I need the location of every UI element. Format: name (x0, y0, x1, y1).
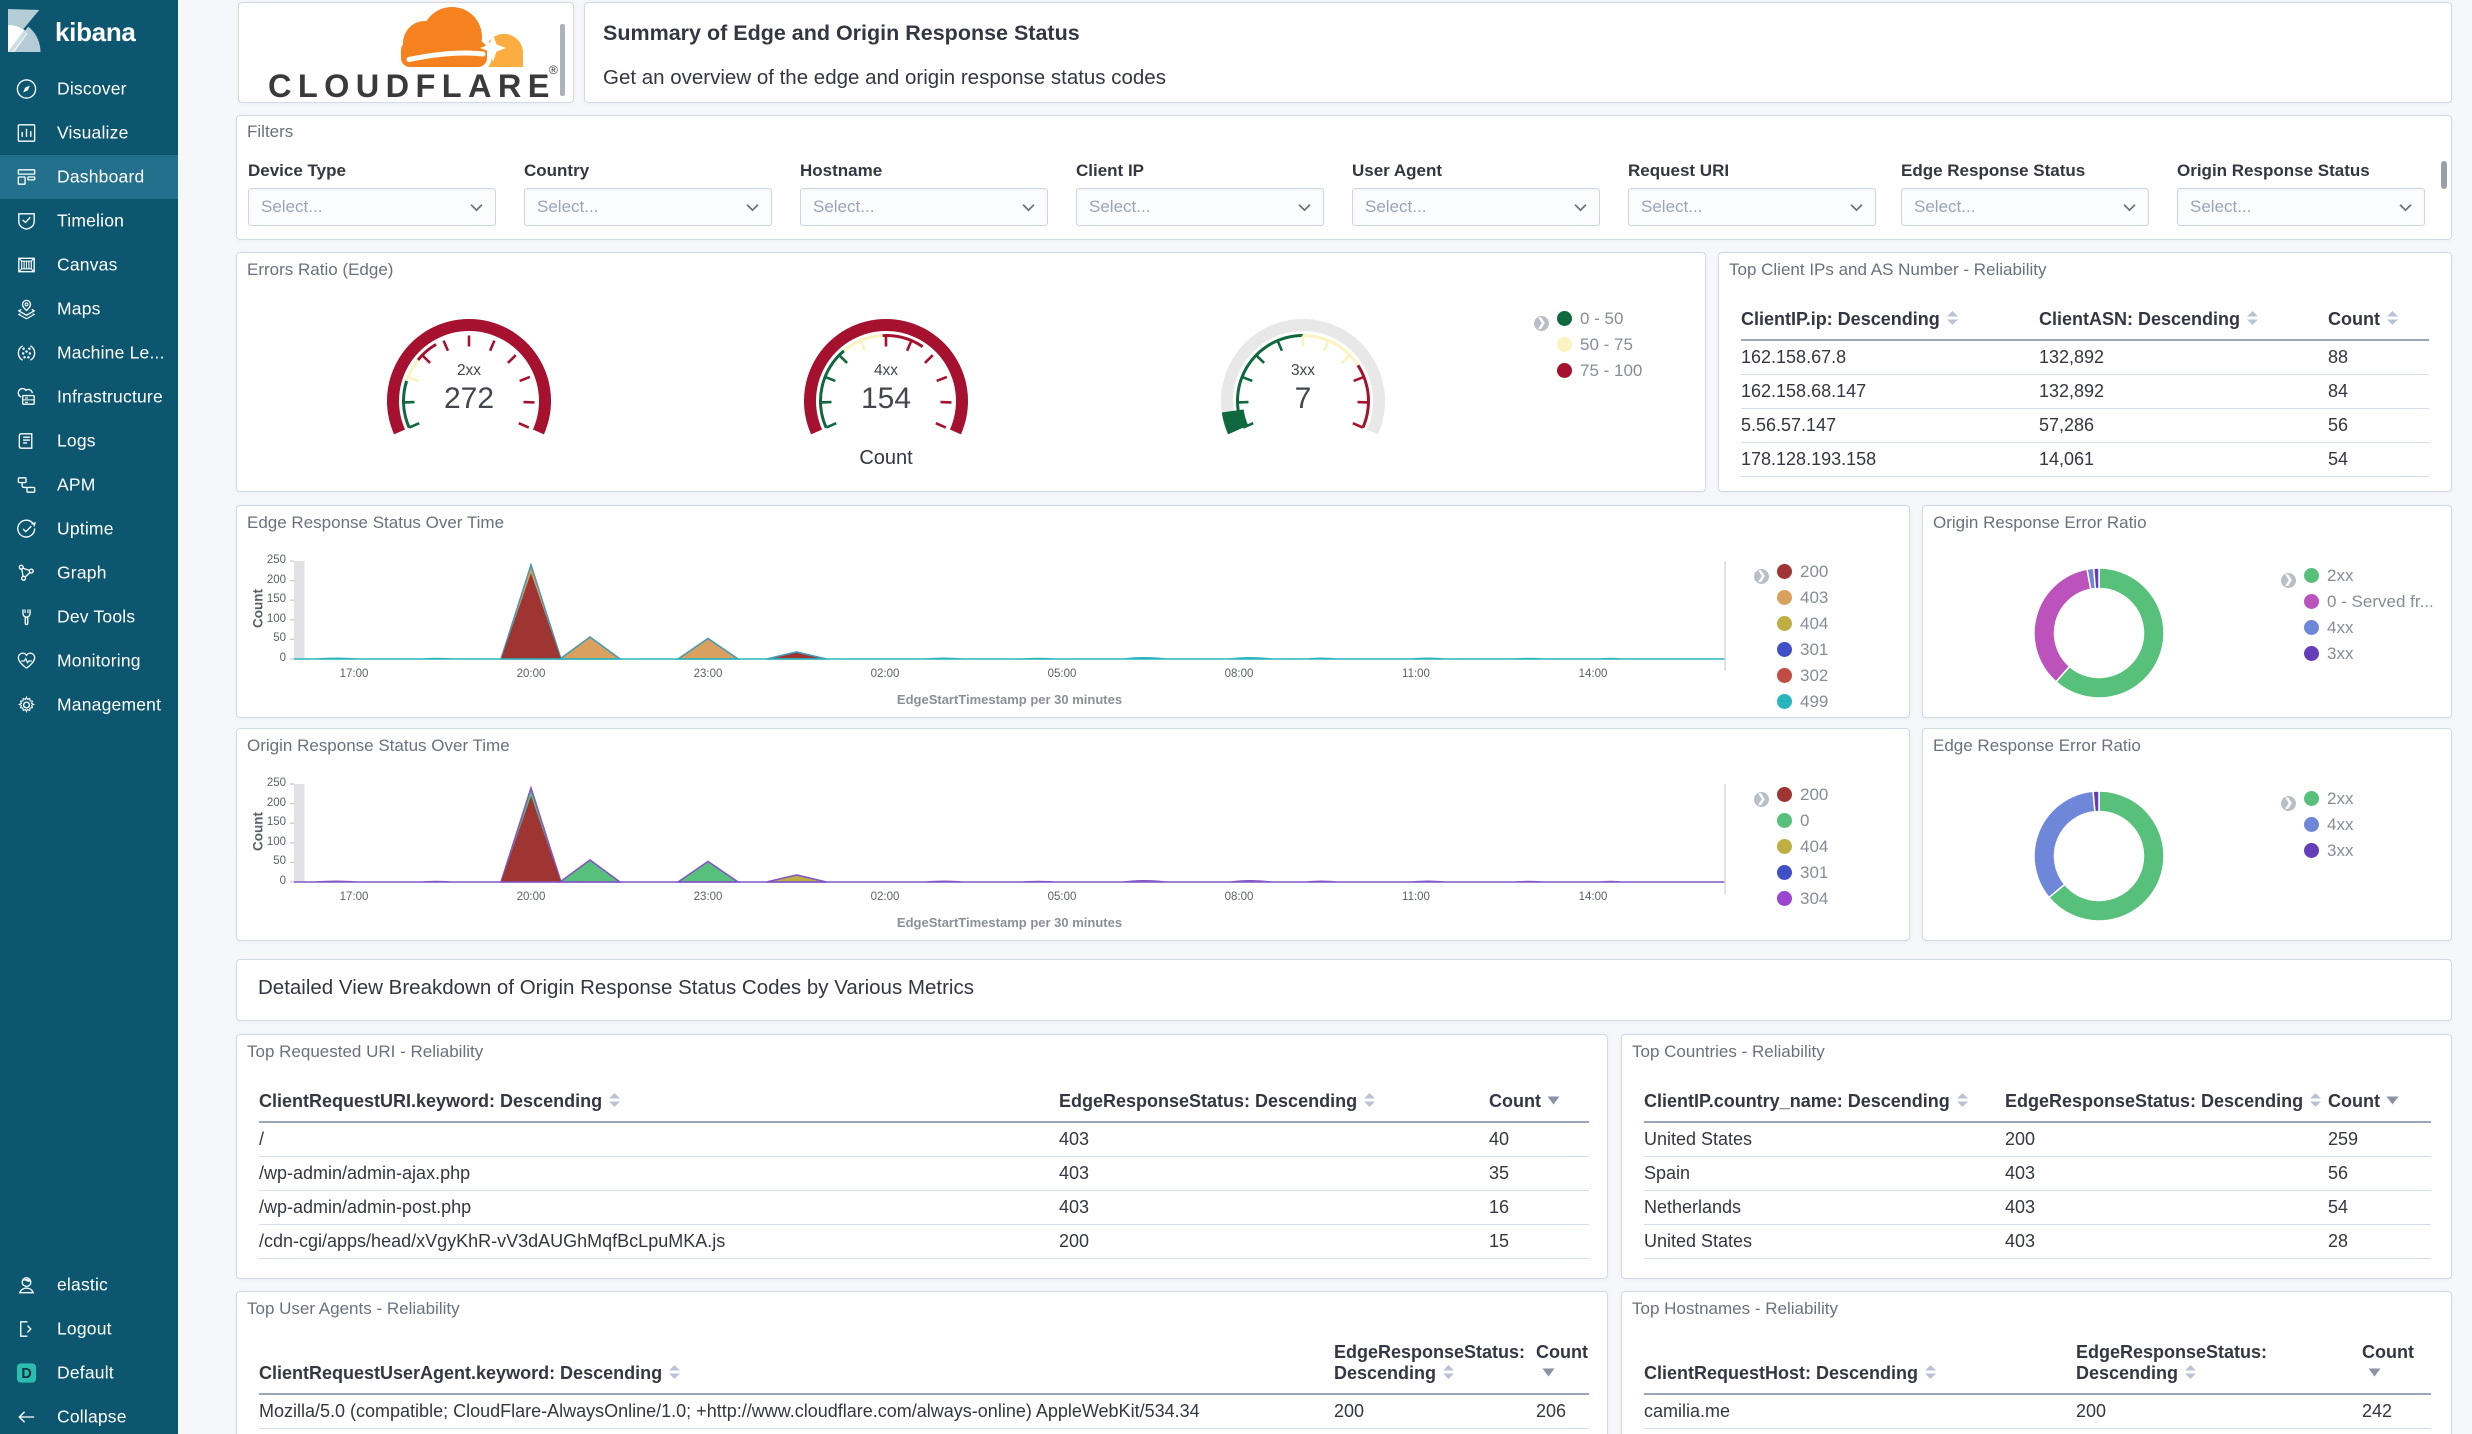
svg-text:CLOUDFLARE: CLOUDFLARE (268, 68, 556, 102)
svg-text:®: ® (549, 63, 558, 77)
svg-text:4xx: 4xx (874, 362, 898, 379)
svg-text:272: 272 (444, 382, 494, 415)
svg-text:Count: Count (859, 447, 913, 469)
svg-text:2xx: 2xx (457, 362, 481, 379)
svg-text:7: 7 (1295, 382, 1312, 415)
svg-text:3xx: 3xx (1291, 362, 1315, 379)
svg-text:154: 154 (861, 382, 911, 415)
svg-text:D: D (21, 1366, 31, 1382)
